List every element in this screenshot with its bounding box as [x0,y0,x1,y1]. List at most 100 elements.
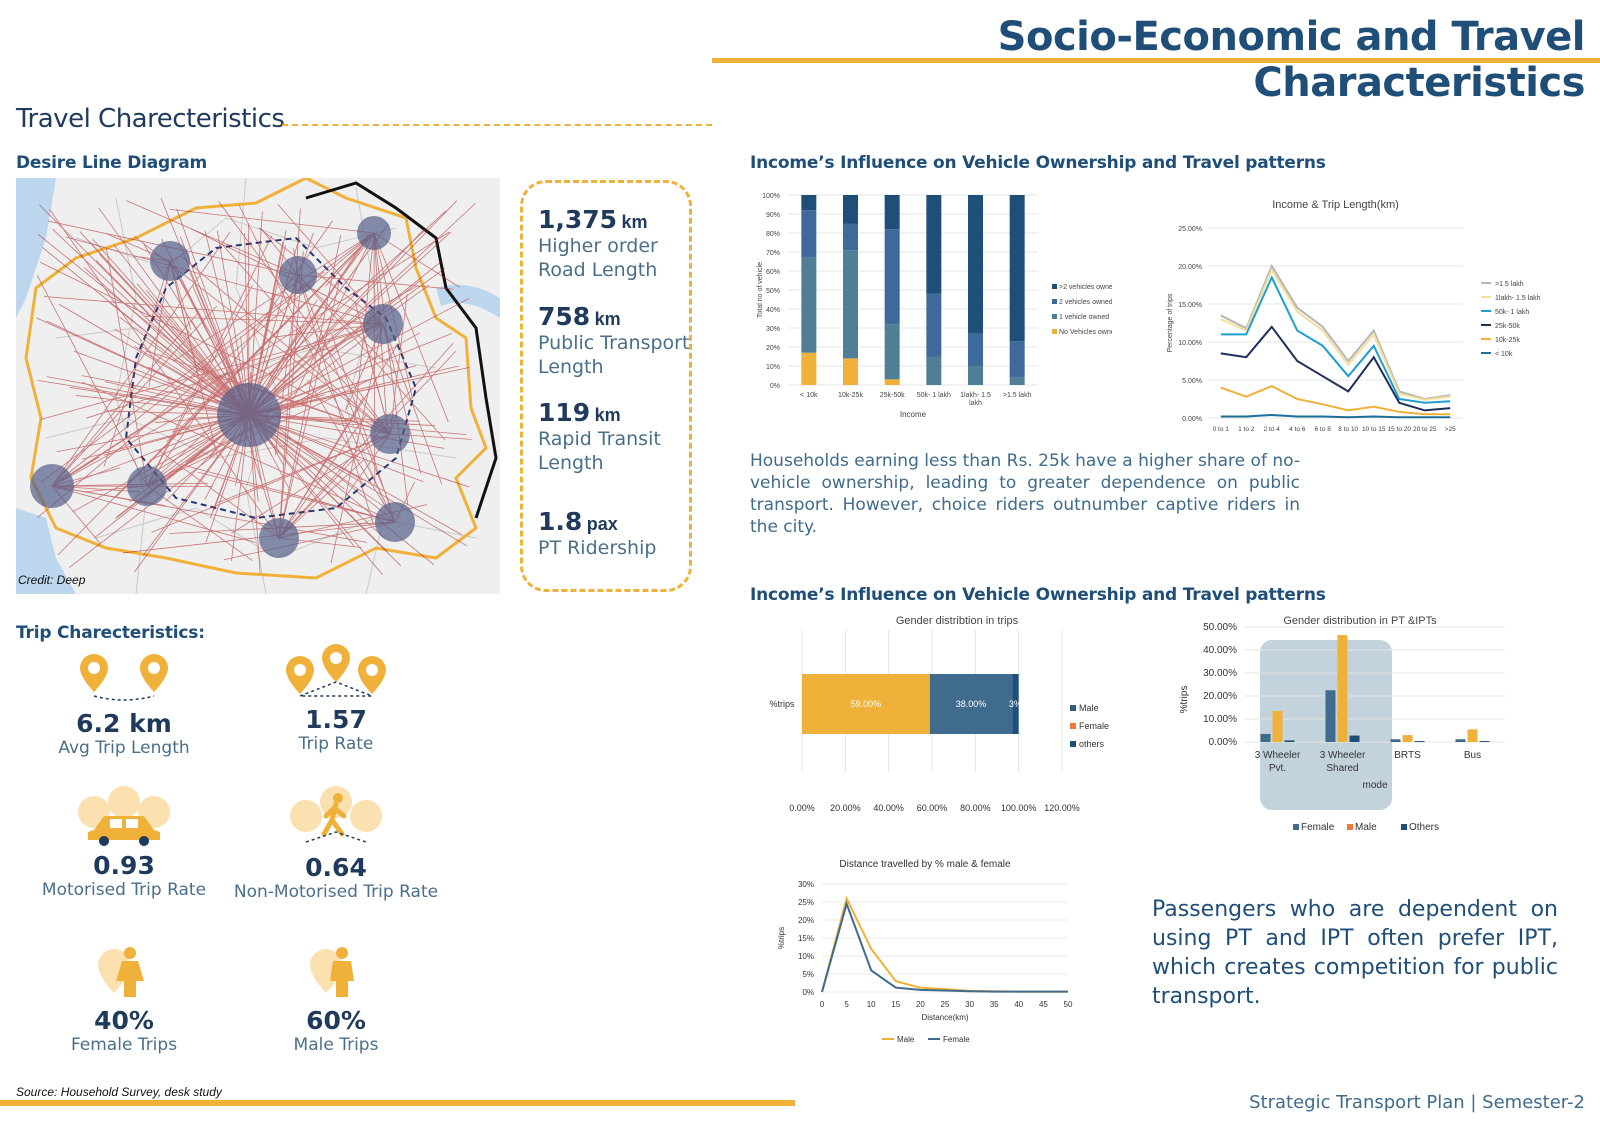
legend-label: Male [1355,822,1377,833]
chart-title: Gender distribtion in trips [896,615,1019,627]
trip-label: Motorised Trip Rate [41,880,207,900]
trip-female: 40% Female Trips [14,945,234,1055]
trip-value: 60% [306,1006,366,1035]
x-tick-label: 1lakh- 1.5 [960,392,991,399]
bar-segment [884,195,900,230]
legend-swatch [1052,284,1057,289]
income-paragraph-2: Passengers who are dependent on using PT… [1152,897,1558,1009]
series-line [1220,384,1451,416]
bar-segment [1009,341,1025,378]
stats-panel [520,180,692,592]
x-tick-label: < 10k [800,392,818,399]
y-tick-label: 50.00% [1203,622,1237,633]
income-paragraph-1: Households earning less than Rs. 25k hav… [750,451,1300,537]
x-tick-label: 0 to 1 [1213,426,1230,433]
section-dashed-rule [282,124,712,126]
bar-segment [1009,195,1025,342]
stat-label: Rapid Transit [538,428,661,450]
bar [1337,635,1348,742]
y-tick-label: 0.00% [1209,737,1237,748]
legend-label: Female [1079,721,1109,731]
bar-segment [926,293,942,357]
trip-motorised: 0.93 Motorised Trip Rate [14,786,234,900]
bar-segment [843,223,858,251]
female-icon [98,947,144,997]
x-tick-label: 4 to 6 [1289,426,1306,433]
y-tick-label: 25.00% [1178,226,1202,233]
y-tick-label: 90% [766,212,780,219]
legend-label: others [1079,739,1105,749]
income-title-2: Income’s Influence on Vehicle Ownership … [750,585,1326,605]
trip-rate: 1.57 Trip Rate [226,642,446,754]
y-tick-label: 60% [766,269,780,276]
bar [1284,740,1295,742]
bar-segment [884,379,900,385]
y-tick-label: 25% [798,898,814,907]
bar-segment [884,229,900,325]
footer-label: Strategic Transport Plan | Semester-2 [1249,1092,1585,1113]
legend-swatch [1293,824,1299,830]
legend-swatch [1347,824,1353,830]
x-tick-label: 6 to 8 [1315,426,1332,433]
legend-label: 1 vehicle owned [1059,314,1109,321]
x-tick-label: 40 [1014,1000,1023,1009]
x-tick-label: Shared [1326,763,1358,774]
x-tick-label: 30 [965,1000,974,1009]
x-tick-label: 50k- 1 lakh [917,392,951,399]
x-tick-label: 10k-25k [838,392,863,399]
series-line [1220,413,1451,419]
y-tick-label: 20.00% [1178,264,1202,271]
y-tick-label: 30% [798,880,814,889]
y-tick-label: 70% [766,250,780,257]
gender-pt-ipt-chart: Gender distribution in PT &IPTs 0.00% 10.0… [1179,615,1505,833]
bar [1455,739,1466,742]
x-tick-label: 25 [941,1000,950,1009]
y-axis-label: Total no of vehicle [757,262,764,318]
legend-label: No Vehicles owned [1059,329,1112,336]
x-tick-label: 80.00% [960,803,991,813]
trip-value: 1.57 [305,705,367,734]
stat-unit: km [621,212,648,232]
desire-line-map-graphic [16,178,500,594]
bar [1402,735,1413,742]
x-axis-label: Income [900,410,927,419]
legend-swatch [1070,741,1076,747]
x-tick-label: 10 to 15 [1362,426,1386,433]
bar [1349,735,1360,742]
x-tick-label: >1.5 lakh [1003,392,1032,399]
stat-label: PT Ridership [538,537,657,559]
y-tick-label: 5.00% [1182,378,1202,385]
legend-label: Male [1079,703,1099,713]
x-tick-label: >25 [1445,426,1456,433]
legend-label: Male [897,1035,915,1044]
legend-label: Female [943,1035,970,1044]
x-tick-label: 20 [916,1000,925,1009]
data-label: 3% [1009,699,1022,709]
legend-label: Others [1409,822,1439,833]
y-tick-label: 80% [766,231,780,238]
y-axis-label: %trips [777,927,786,949]
bar [1467,729,1478,742]
legend-label: 1lakh- 1.5 lakh [1495,295,1541,302]
stat-label: Higher order [538,235,658,257]
stat-label: Public Transport [538,332,690,354]
y-tick-label: 10% [766,364,780,371]
stat-label: Length [538,452,604,474]
stat-pt-ridership: 1.8 pax PT Ridership [538,507,698,560]
y-tick-label: 40% [766,307,780,314]
legend-swatch [1052,299,1057,304]
bar [1414,741,1425,742]
bar-segment [802,674,930,734]
x-tick-label: 1 to 2 [1238,426,1255,433]
bar-segment [926,195,942,294]
bar [1325,690,1336,742]
data-label: 59.00% [851,699,882,709]
stat-value: 758 [538,302,591,331]
footer-rule [0,1100,795,1106]
x-axis-label: Distance(km) [921,1013,968,1022]
y-axis-label: %trips [1179,686,1190,714]
stat-unit: km [594,405,621,425]
legend-label: 50k- 1 lakh [1495,309,1529,316]
legend-label: < 10k [1495,351,1513,358]
data-label: 38.00% [956,699,987,709]
